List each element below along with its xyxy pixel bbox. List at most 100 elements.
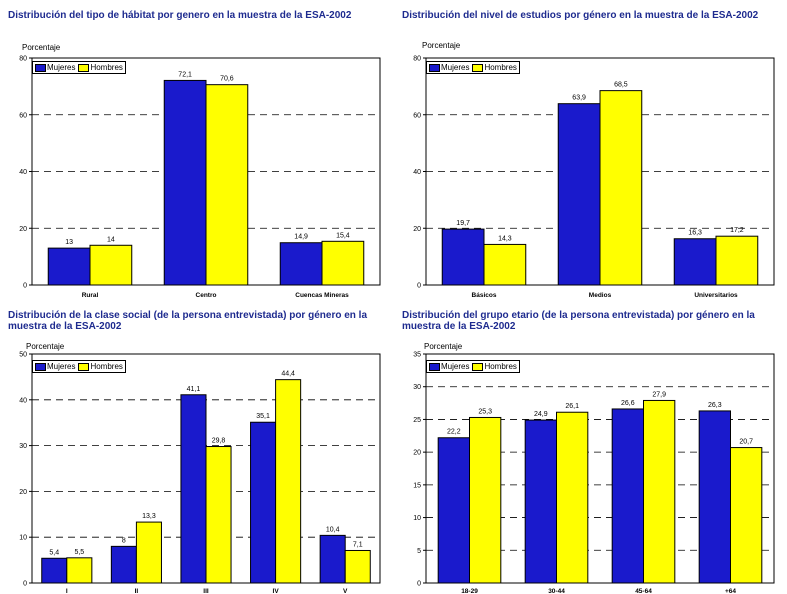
bar-hombres (205, 446, 232, 584)
bar-mujeres (673, 238, 717, 286)
y-tick-label: 60 (19, 112, 27, 119)
category-label: III (203, 588, 209, 594)
bar-hombres (205, 84, 249, 286)
chart-legend: Mujeres Hombres (426, 360, 520, 373)
data-label-mujeres: 10,4 (326, 526, 340, 533)
bar-mujeres (319, 534, 346, 584)
data-label-hombres: 5,5 (74, 549, 84, 556)
chart-svg-clase-social: 0 10 20 30 40 50 5,4 5,5 I 8 13,3 II 41,1 29,8 III 35,1… (19, 352, 381, 594)
chart-panel-clase-social: Distribución de la clase social (de la p… (8, 310, 388, 594)
legend-swatch-hombres (472, 362, 484, 371)
category-label: 18-29 (461, 588, 478, 594)
data-label-hombres: 68,5 (614, 82, 628, 89)
chart-title: Distribución de la clase social (de la p… (8, 310, 368, 332)
category-label: Rural (82, 292, 99, 299)
bar-mujeres (47, 247, 91, 286)
legend-swatch-hombres (78, 63, 90, 72)
bar-mujeres (110, 545, 137, 584)
y-tick-label: 10 (19, 535, 27, 542)
data-label-mujeres: 16,3 (688, 230, 702, 237)
y-tick-label: 10 (413, 515, 421, 522)
y-tick-label: 20 (19, 226, 27, 233)
legend-label-hombres: Hombres (484, 63, 517, 72)
category-label: Centro (196, 292, 217, 299)
bar-mujeres (250, 421, 277, 584)
y-tick-label: 80 (413, 56, 421, 63)
y-tick-label: 20 (19, 489, 27, 496)
y-tick-label: 40 (19, 397, 27, 404)
legend-label-mujeres: Mujeres (47, 63, 76, 72)
data-label-hombres: 14,3 (498, 235, 512, 242)
bar-hombres (730, 447, 763, 584)
legend-label-mujeres: Mujeres (47, 362, 76, 371)
legend-label-mujeres: Mujeres (441, 362, 470, 371)
y-tick-label: 20 (413, 226, 421, 233)
legend-swatch-hombres (78, 362, 90, 371)
category-label: +64 (725, 588, 736, 594)
y-tick-label: 20 (413, 450, 421, 457)
chart-svg-estudios: 0 20 40 60 80 19,7 14,3 Básicos 63,9 68,5 Medios 16… (413, 56, 775, 299)
legend-swatch-mujeres (35, 63, 46, 72)
y-axis-label: Porcentaje (26, 342, 65, 351)
y-tick-label: 5 (417, 548, 421, 555)
data-label-mujeres: 24,9 (534, 411, 548, 418)
legend-label-hombres: Hombres (90, 63, 123, 72)
y-axis-label: Porcentaje (424, 342, 463, 351)
bar-mujeres (698, 410, 731, 584)
bar-hombres (469, 416, 502, 584)
legend-item-hombres: Hombres (78, 63, 123, 72)
legend-item-mujeres: Mujeres (35, 63, 75, 72)
data-label-mujeres: 26,6 (621, 400, 635, 407)
bar-hombres (135, 521, 162, 584)
data-label-hombres: 29,8 (212, 438, 226, 445)
legend-item-hombres: Hombres (472, 362, 517, 371)
category-label: Universitarios (694, 292, 738, 299)
y-tick-label: 15 (413, 482, 421, 489)
legend-label-hombres: Hombres (484, 362, 517, 371)
legend-swatch-mujeres (429, 362, 440, 371)
bar-mujeres (437, 437, 470, 584)
bar-hombres (556, 411, 589, 584)
y-tick-label: 25 (413, 417, 421, 424)
data-label-hombres: 14 (107, 236, 115, 243)
bar-mujeres (163, 79, 207, 286)
y-tick-label: 35 (413, 352, 421, 359)
chart-panel-habitat: Distribución del tipo de hábitat por gen… (8, 10, 388, 300)
legend-item-hombres: Hombres (472, 63, 517, 72)
bar-mujeres (557, 103, 601, 286)
legend-item-hombres: Hombres (78, 362, 123, 371)
bar-hombres (275, 379, 302, 584)
data-label-hombres: 17,2 (730, 227, 744, 234)
chart-title: Distribución del nivel de estudios por g… (402, 10, 759, 21)
category-label: Medios (589, 292, 612, 299)
y-tick-label: 50 (19, 352, 27, 359)
y-tick-label: 0 (23, 283, 27, 290)
data-label-hombres: 27,9 (652, 391, 666, 398)
y-tick-label: 30 (413, 384, 421, 391)
data-label-hombres: 26,1 (565, 403, 579, 410)
y-tick-label: 40 (413, 169, 421, 176)
bar-hombres (643, 399, 676, 584)
bar-hombres (599, 90, 643, 286)
bar-hombres (321, 240, 365, 286)
data-label-hombres: 7,1 (353, 541, 363, 548)
bar-mujeres (180, 394, 207, 584)
chart-panel-estudios: Distribución del nivel de estudios por g… (402, 10, 782, 300)
legend-swatch-mujeres (35, 362, 46, 371)
bar-hombres (66, 557, 93, 584)
bar-hombres (344, 549, 371, 584)
legend-label-hombres: Hombres (90, 362, 123, 371)
category-label: II (135, 588, 139, 594)
bar-mujeres (524, 419, 557, 584)
data-label-mujeres: 13 (65, 239, 73, 246)
y-axis-label: Porcentaje (22, 43, 61, 52)
category-label: 45-64 (635, 588, 652, 594)
legend-item-mujeres: Mujeres (429, 63, 469, 72)
legend-label-mujeres: Mujeres (441, 63, 470, 72)
chart-legend: Mujeres Hombres (32, 360, 126, 373)
legend-item-mujeres: Mujeres (35, 362, 75, 371)
category-label: IV (273, 588, 280, 594)
data-label-mujeres: 72,1 (178, 71, 192, 78)
bar-mujeres (279, 242, 323, 286)
data-label-mujeres: 5,4 (49, 549, 59, 556)
